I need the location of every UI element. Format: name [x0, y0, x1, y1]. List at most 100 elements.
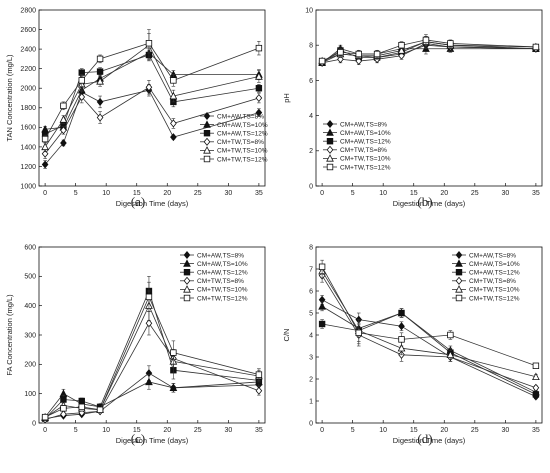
legend-label: CM+AW,TS=10%: [197, 261, 248, 268]
plot-frame: [315, 9, 543, 187]
y-axis-title: TAN Concentration (mg/L): [5, 54, 14, 141]
x-tick-label: 35: [532, 190, 540, 197]
y-tick-label: 300: [24, 332, 36, 339]
x-tick-label: 10: [379, 427, 387, 434]
legend-marker: [203, 146, 211, 154]
legend-label: CM+AW,TS=8%: [217, 113, 264, 120]
x-tick-label: 25: [471, 190, 479, 197]
x-tick-label: 15: [133, 190, 141, 197]
y-tick-label: 6: [309, 288, 313, 295]
data-point: [337, 49, 344, 56]
series-1: [318, 295, 540, 401]
y-tick-label: 600: [24, 244, 36, 251]
data-point: [447, 40, 454, 47]
x-tick-label: 20: [440, 190, 448, 197]
x-tick-label: 0: [43, 190, 47, 197]
series-6: [318, 34, 540, 65]
legend: CM+AW,TS=8%CM+AW,TS=10%CM+AW,TS=12%CM+TW…: [323, 119, 391, 171]
legend-marker: [455, 276, 463, 285]
data-point: [145, 293, 153, 301]
legend: CM+AW,TS=8%CM+AW,TS=10%CM+AW,TS=12%CM+TW…: [180, 250, 248, 302]
x-tick-label: 20: [163, 427, 171, 434]
data-point: [60, 405, 67, 412]
data-point: [60, 102, 67, 110]
x-tick-label: 5: [74, 427, 78, 434]
data-point: [255, 386, 263, 395]
x-tick-label: 30: [501, 427, 509, 434]
legend-label: CM+TW,TS=12%: [340, 164, 391, 171]
data-point: [318, 57, 326, 65]
legend-marker: [455, 285, 463, 293]
legend-marker: [326, 154, 334, 162]
data-point: [255, 85, 263, 92]
data-point: [398, 309, 405, 317]
data-point: [532, 362, 540, 369]
data-point: [78, 397, 85, 405]
data-point: [318, 302, 326, 310]
y-tick-label: 2: [309, 376, 313, 383]
series-6: [41, 281, 263, 421]
y-tick-label: 1200: [20, 164, 36, 171]
legend-marker: [326, 145, 334, 154]
legend-marker: [183, 268, 191, 276]
data-point: [96, 406, 104, 413]
data-point: [169, 383, 178, 392]
legend-label: CM+AW,TS=12%: [469, 270, 520, 277]
data-point: [41, 160, 49, 169]
plot-frame: [38, 9, 266, 187]
legend-marker: [183, 276, 191, 285]
data-point: [446, 350, 455, 359]
legend-marker: [455, 259, 463, 267]
legend-marker: [203, 129, 211, 137]
y-tick-label: 200: [24, 362, 36, 369]
legend-marker: [203, 137, 211, 146]
series-6: [318, 259, 540, 369]
data-point: [170, 77, 177, 84]
x-tick-label: 0: [43, 427, 47, 434]
y-tick-label: 3: [309, 354, 313, 361]
data-point: [96, 77, 104, 85]
y-tick-label: 2400: [20, 47, 36, 54]
y-axis-title: FA Concentration (mg/L): [5, 294, 14, 376]
y-tick-label: 2000: [20, 86, 36, 93]
data-point: [532, 391, 540, 398]
x-tick-label: 10: [379, 190, 387, 197]
x-tick-label: 10: [102, 427, 110, 434]
data-point: [78, 408, 86, 417]
data-point: [145, 83, 153, 92]
x-tick-label: 5: [351, 427, 355, 434]
legend-marker: [183, 285, 191, 293]
data-point: [169, 91, 178, 100]
data-point: [78, 403, 85, 411]
panel-label: (b): [417, 194, 432, 209]
data-point: [532, 383, 540, 392]
legend-label: CM+TW,TS=12%: [217, 156, 268, 163]
series-6: [41, 33, 263, 144]
data-point: [60, 126, 67, 135]
data-point: [60, 138, 67, 148]
data-point: [170, 349, 177, 356]
y-axis-title: C/N: [282, 329, 291, 342]
panel-label: (d): [417, 431, 432, 446]
legend-marker: [326, 163, 334, 171]
data-point: [398, 322, 405, 331]
legend-label: CM+TW,TS=8%: [217, 139, 264, 146]
x-tick-label: 20: [163, 190, 171, 197]
y-tick-label: 2600: [20, 27, 36, 34]
legend-marker: [203, 120, 211, 128]
legend-label: CM+TW,TS=8%: [340, 147, 387, 154]
data-point: [532, 372, 540, 381]
legend-label: CM+AW,TS=12%: [340, 139, 391, 146]
data-point: [78, 77, 85, 84]
series-5: [41, 290, 263, 421]
y-axis-title: pH: [282, 93, 291, 103]
x-tick-label: 25: [471, 427, 479, 434]
data-point: [255, 72, 263, 80]
legend-label: CM+TW,TS=10%: [340, 156, 391, 163]
legend-label: CM+TW,TS=8%: [469, 278, 516, 285]
series-line: [45, 372, 259, 419]
legend-label: CM+TW,TS=10%: [217, 148, 268, 155]
data-point: [170, 133, 177, 142]
legend-label: CM+AW,TS=10%: [217, 122, 268, 129]
